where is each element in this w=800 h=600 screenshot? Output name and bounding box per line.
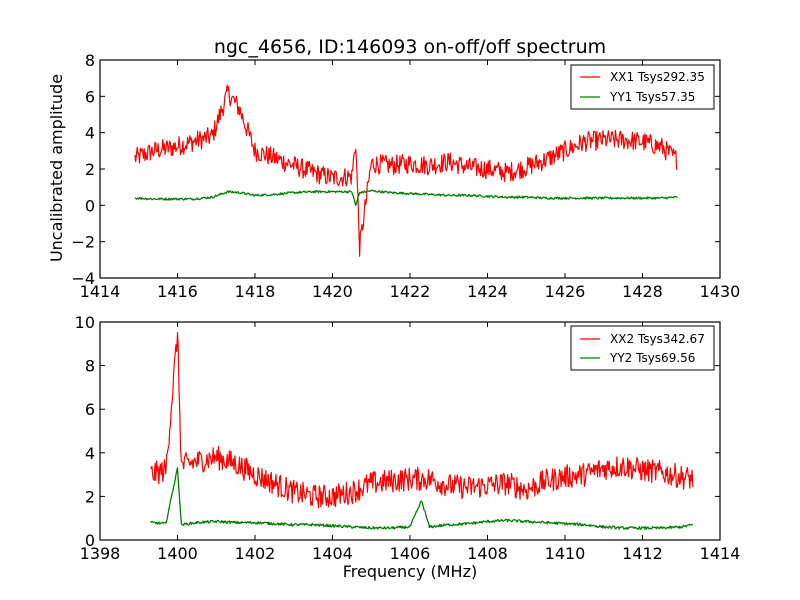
x-tick-label: 1414 (80, 282, 121, 301)
x-tick-label: 1406 (390, 544, 431, 563)
legend-bottom: XX2 Tsys342.67 YY2 Tsys69.56 (570, 325, 715, 371)
x-tick-label: 1414 (700, 544, 741, 563)
plot-area-top: 1414 1416 1418 1420 1422 1424 1426 1428 1430 −4 −2… (71, 51, 740, 301)
y-tick-label: 6 (85, 400, 95, 419)
legend-box (570, 64, 715, 110)
series-line-xx1 (134, 84, 678, 257)
legend-label-xx1: XX1 Tsys292.35 (610, 70, 705, 84)
series-line-yy1 (134, 189, 678, 206)
x-tick-label: 1428 (622, 282, 663, 301)
x-tick-label: 1398 (80, 544, 121, 563)
x-tick-label: 1426 (545, 282, 586, 301)
x-tick-label: 1424 (467, 282, 508, 301)
y-axis-label: Uncalibrated amplitude (47, 74, 66, 262)
series-group (149, 332, 694, 530)
x-tick-label: 1420 (312, 282, 353, 301)
y-tick-label: 0 (85, 196, 95, 215)
y-tick-label: 8 (85, 51, 95, 70)
legend-box (570, 325, 715, 371)
chart-title: ngc_4656, ID:146093 on-off/off spectrum (214, 36, 606, 58)
series-line-xx2 (149, 332, 694, 509)
y-tick-label: 8 (85, 357, 95, 376)
legend-top: XX1 Tsys292.35 YY1 Tsys57.35 (570, 64, 715, 110)
series-line-yy2 (150, 467, 694, 530)
series-group (134, 84, 678, 257)
legend-label-yy2: YY2 Tsys69.56 (609, 351, 695, 365)
x-axis-label: Frequency (MHz) (343, 562, 477, 581)
x-tick-label: 1404 (312, 544, 353, 563)
plot-area-bottom: 1398 1400 1402 1404 1406 1408 1410 1412 1414 0 2 4 6… (75, 313, 741, 563)
y-tick-label: 0 (85, 531, 95, 550)
x-tick-label: 1410 (545, 544, 586, 563)
y-tick-label: 2 (85, 160, 95, 179)
y-tick-label: 10 (75, 313, 95, 332)
panel-bottom: Frequency (MHz) 1398 1400 1402 1404 1406 1408… (75, 313, 741, 581)
y-tick-label: 4 (85, 444, 95, 463)
x-tick-label: 1430 (700, 282, 741, 301)
x-tick-label: 1412 (622, 544, 663, 563)
y-tick-label: 2 (85, 487, 95, 506)
x-tick-label: 1400 (157, 544, 198, 563)
x-tick-label: 1422 (390, 282, 431, 301)
x-tick-label: 1408 (467, 544, 508, 563)
y-tick-label: 4 (85, 124, 95, 143)
x-tick-label: 1416 (157, 282, 198, 301)
legend-label-xx2: XX2 Tsys342.67 (610, 332, 705, 346)
panel-top: ngc_4656, ID:146093 on-off/off spectrum … (47, 36, 740, 301)
x-tick-label: 1402 (235, 544, 276, 563)
y-tick-label: −2 (71, 233, 95, 252)
legend-label-yy1: YY1 Tsys57.35 (609, 90, 695, 104)
y-tick-label: 6 (85, 87, 95, 106)
x-tick-label: 1418 (235, 282, 276, 301)
y-tick-label: −4 (71, 269, 95, 288)
